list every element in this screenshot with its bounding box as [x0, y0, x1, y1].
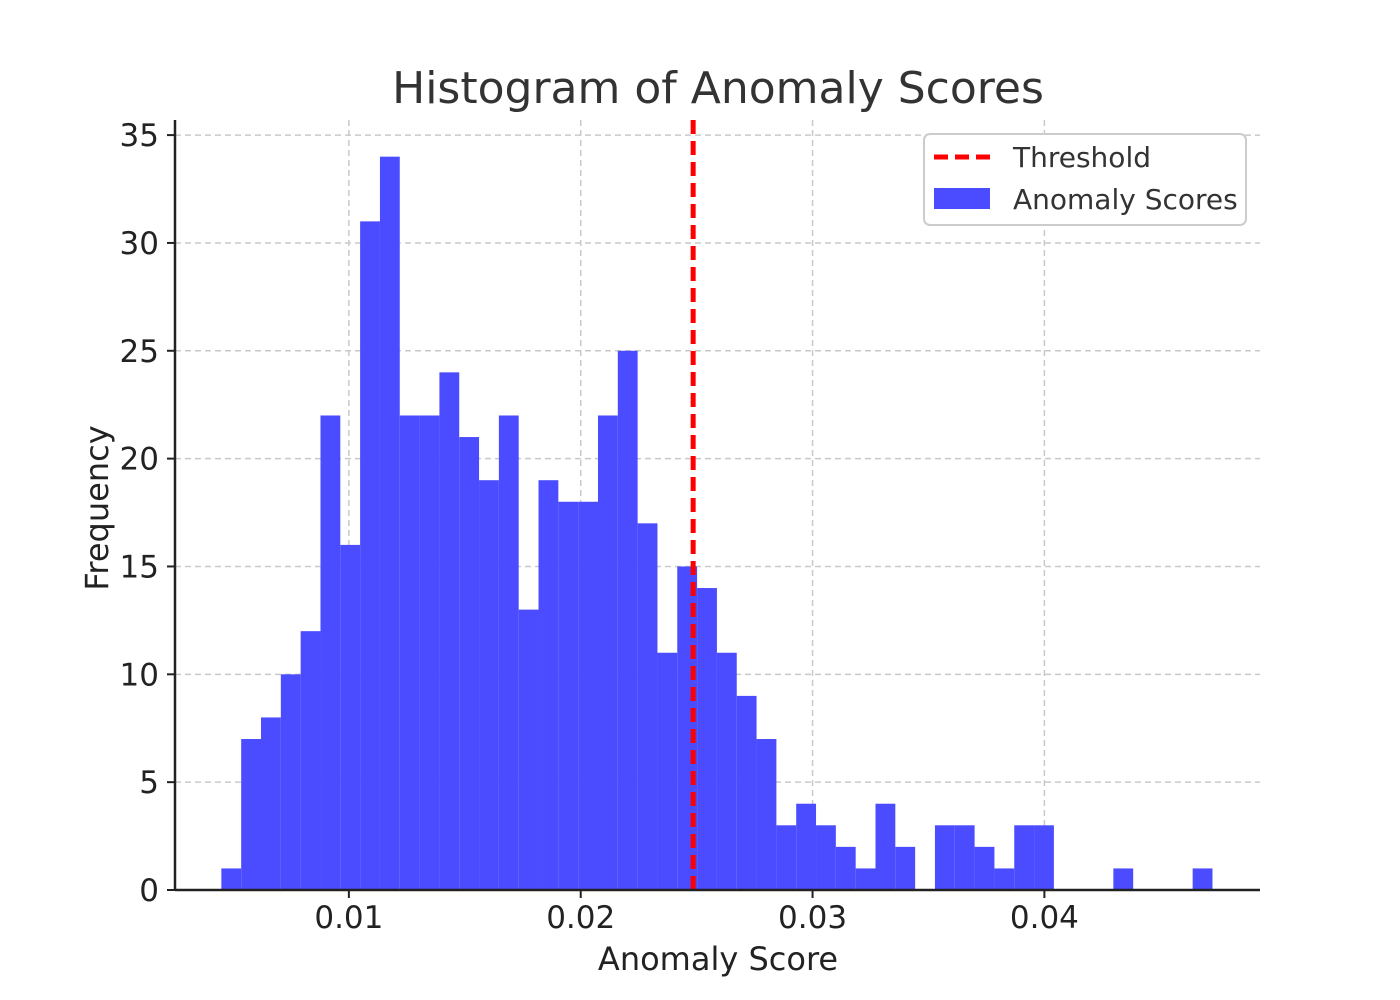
histogram-bar	[340, 544, 361, 890]
x-tick-label: 0.02	[546, 900, 615, 936]
histogram-bar	[1034, 825, 1054, 890]
histogram-bars	[221, 156, 1213, 891]
histogram-bar	[538, 480, 559, 890]
histogram-bar	[221, 868, 242, 890]
histogram-bar	[637, 523, 658, 890]
histogram-bar	[974, 846, 995, 890]
histogram-bar	[994, 868, 1015, 890]
histogram-bar	[1192, 868, 1213, 890]
histogram-bar	[597, 415, 618, 890]
y-axis-label: Frequency	[78, 425, 116, 590]
y-tick-label: 25	[120, 334, 159, 370]
histogram-bar	[479, 480, 499, 890]
legend: Threshold Anomaly Scores	[923, 133, 1247, 226]
chart-title: Histogram of Anomaly Scores	[392, 63, 1044, 114]
histogram-bar	[241, 739, 262, 890]
histogram-bar	[360, 221, 380, 890]
histogram-bar	[934, 825, 955, 890]
histogram-bar	[736, 695, 757, 890]
axes	[173, 120, 1260, 892]
histogram-bar	[518, 609, 539, 890]
histogram-bar	[1014, 825, 1035, 890]
histogram-bar	[835, 846, 856, 890]
histogram-bar	[379, 156, 400, 890]
tick-labels: 0 5 10 15 20 25 30 35 0.01 0.02 0.03 0.04	[120, 118, 1079, 936]
y-tick-label: 30	[120, 226, 159, 262]
histogram-bar	[1113, 868, 1134, 890]
legend-threshold-label: Threshold	[1012, 141, 1151, 174]
legend-box	[923, 133, 1247, 226]
x-tick-label: 0.03	[778, 900, 847, 936]
x-tick-label: 0.04	[1010, 900, 1079, 936]
legend-histogram-label: Anomaly Scores	[1013, 183, 1238, 216]
histogram-bar	[439, 372, 460, 891]
histogram-bar	[954, 825, 975, 890]
x-tick-label: 0.01	[314, 900, 383, 936]
histogram-bar	[558, 501, 579, 890]
histogram-bar	[300, 631, 321, 890]
histogram-bar	[816, 825, 836, 890]
y-tick-label: 5	[139, 765, 159, 801]
histogram-bar	[459, 437, 480, 890]
y-tick-label: 0	[139, 873, 159, 909]
x-axis-label: Anomaly Score	[598, 940, 838, 978]
y-tick-label: 15	[120, 549, 159, 585]
histogram-bar	[498, 415, 519, 890]
y-tick-label: 35	[120, 118, 159, 154]
histogram-bar	[895, 846, 916, 890]
histogram-bar	[855, 868, 876, 890]
histogram-bar	[280, 674, 301, 890]
histogram-bar	[875, 803, 896, 890]
histogram-bar	[756, 739, 777, 890]
histogram-bar	[261, 717, 281, 890]
histogram-bar	[776, 825, 797, 890]
y-tick-label: 20	[120, 442, 159, 478]
histogram-bar	[419, 415, 440, 890]
histogram-bar	[716, 652, 737, 890]
legend-histogram-swatch	[934, 188, 990, 209]
histogram-bar	[657, 652, 678, 890]
histogram-bar	[578, 501, 598, 890]
histogram-bar	[320, 415, 341, 890]
histogram-bar	[399, 415, 420, 890]
histogram-bar	[697, 588, 717, 890]
y-tick-label: 10	[120, 657, 159, 693]
histogram-bar	[796, 803, 817, 890]
histogram-bar	[617, 350, 638, 890]
